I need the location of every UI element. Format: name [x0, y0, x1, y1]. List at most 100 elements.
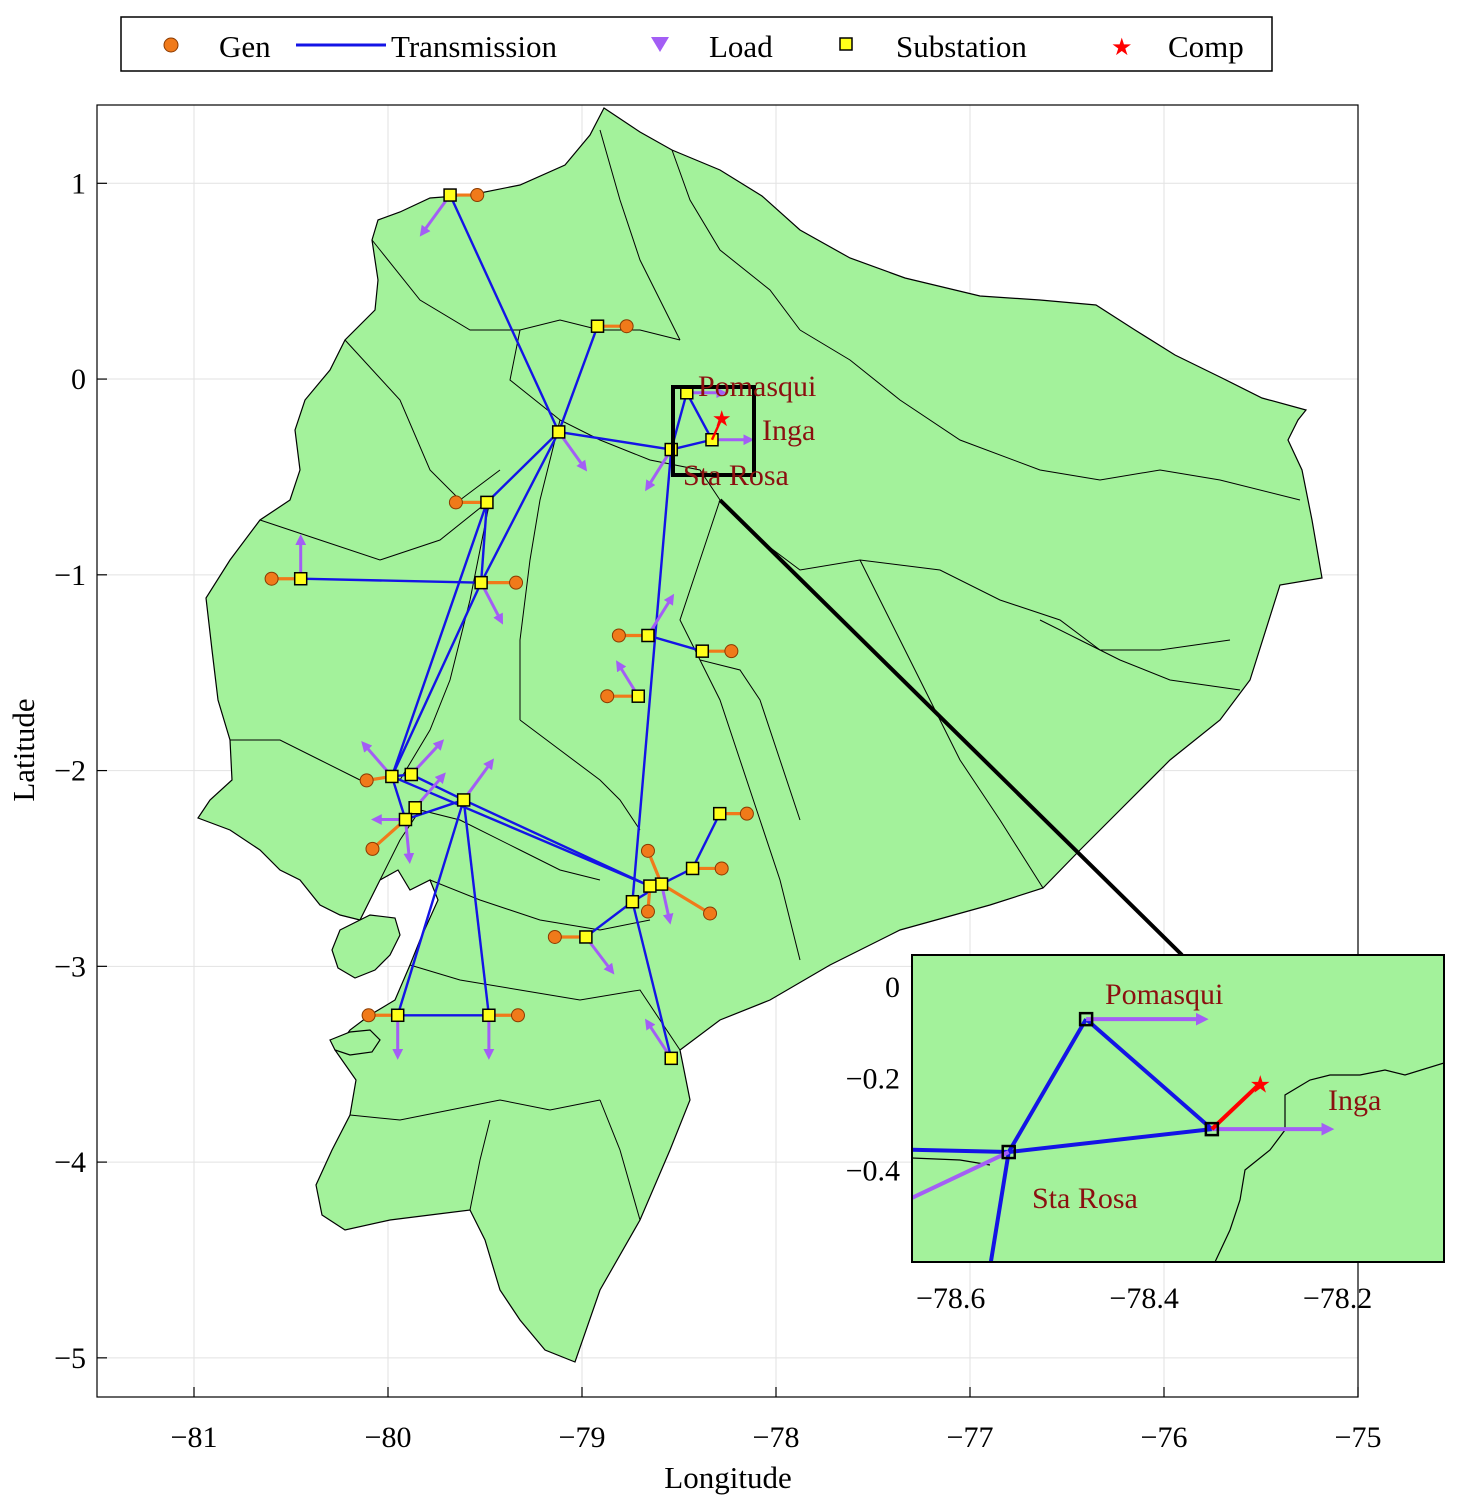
legend: Gen Transmission Load Substation ★ Comp: [120, 16, 1273, 72]
zoom-box: [671, 385, 756, 477]
substation-marker: [712, 806, 727, 821]
legend-gen-marker: [163, 37, 179, 53]
y-axis-label: Latitude: [6, 698, 41, 801]
generator-marker: [724, 644, 739, 659]
transmission-line: [631, 449, 673, 902]
inset-y-tick: −0.2: [846, 1063, 900, 1096]
inset-x-tick: −78.4: [1109, 1282, 1178, 1315]
generator-marker: [510, 1008, 525, 1023]
x-tick-label: −76: [1141, 1421, 1188, 1454]
substation-marker: [654, 877, 669, 891]
generator-marker: [640, 904, 655, 919]
axes-frame: [96, 104, 1359, 1398]
transmission-line: [486, 431, 560, 504]
generator-marker: [365, 841, 380, 856]
inset-load-arrow: [912, 1150, 1010, 1201]
x-tick-label: −75: [1335, 1421, 1382, 1454]
transmission-line: [479, 502, 489, 583]
inset-y-tick-labels: 0 −0.2 −0.4: [846, 971, 900, 1187]
substation-marker: [404, 767, 419, 782]
generator-marker: [611, 628, 626, 643]
legend-comp-marker: ★: [1111, 33, 1133, 61]
generator-marker: [547, 929, 562, 944]
substation-marker: [443, 188, 457, 202]
transmission-line: [391, 775, 651, 888]
transmission-line: [558, 430, 672, 451]
transmission-line: [390, 501, 489, 777]
inset-border-1: [1214, 1062, 1444, 1262]
x-tick-label: −81: [171, 1421, 218, 1454]
y-tick-label: −4: [54, 1146, 86, 1179]
y-tick-label: −2: [54, 755, 86, 788]
inset-label-pomasqui: Pomasqui: [1105, 978, 1223, 1011]
generator-marker: [509, 575, 524, 590]
transmission-line: [390, 582, 483, 777]
x-tick-labels: −81 −80 −79 −78 −77 −76 −75: [171, 1421, 1382, 1454]
ecuador-land: [197, 107, 1323, 1363]
transmission-line: [396, 799, 465, 1016]
transmission-line: [585, 900, 634, 938]
gen-link: [660, 882, 711, 915]
transmission-line: [691, 813, 721, 869]
substation-marker: [390, 1008, 405, 1023]
legend-substation-marker: [839, 37, 853, 51]
substation-marker: [385, 769, 399, 784]
generator-marker: [359, 773, 374, 788]
y-tick-label: 0: [71, 363, 86, 396]
inset-label-inga: Inga: [1328, 1084, 1381, 1117]
substation-marker: [631, 689, 646, 703]
inset-transmission-line: [912, 1147, 1009, 1155]
gulf-islands: [329, 1029, 381, 1056]
substation-marker: [625, 894, 640, 909]
transmission-line: [410, 773, 465, 802]
label-inga: Inga: [762, 414, 815, 447]
y-tick-label: −1: [54, 559, 86, 592]
transmission-line: [462, 799, 491, 1016]
x-tick-label: −78: [753, 1421, 800, 1454]
substation-marker: [456, 793, 471, 807]
generator-marker: [448, 495, 463, 510]
legend-box: [120, 16, 1273, 72]
substation-marker: [480, 495, 494, 510]
island-puna: [331, 914, 401, 979]
y-tick-label: −3: [54, 950, 86, 983]
generator-marker: [739, 806, 754, 821]
inset: ★ Pomasqui Inga Sta Rosa −78.6 −78.4 −78.2…: [846, 954, 1445, 1315]
transmission-line: [647, 634, 703, 653]
inset-x-tick-labels: −78.6 −78.4 −78.2: [916, 1282, 1372, 1315]
inset-x-tick: −78.2: [1303, 1282, 1372, 1315]
inset-transmission-line: [1084, 1017, 1214, 1131]
label-pomasqui: Pomasqui: [698, 370, 816, 403]
inset-label-sta-rosa: Sta Rosa: [1032, 1182, 1138, 1215]
x-tick-label: −80: [365, 1421, 412, 1454]
inset-y-tick: 0: [885, 971, 900, 1004]
inset-comp-marker: ★: [1249, 1070, 1271, 1098]
generator-marker: [264, 571, 279, 586]
transmission-line: [670, 438, 713, 451]
transmission-line: [480, 431, 560, 584]
y-tick-label: 1: [71, 167, 86, 200]
y-tick-labels: 1 0 −1 −2 −3 −4 −5: [54, 167, 86, 1375]
axis-ticks: [97, 182, 1359, 1397]
legend-load-marker: [651, 37, 669, 52]
substation-marker: [408, 801, 422, 815]
x-tick-label: −77: [947, 1421, 994, 1454]
inset-x-tick: −78.6: [916, 1282, 985, 1315]
inset-y-tick: −0.4: [846, 1154, 900, 1187]
compensator: ★: [710, 407, 732, 441]
inset-frame: [911, 954, 1445, 1263]
substation-marker: [551, 425, 566, 439]
inset-substation-marker: [1078, 1011, 1094, 1027]
substation-marker: [482, 1008, 496, 1023]
transmission-line: [557, 325, 599, 433]
transmission-line: [300, 577, 482, 584]
y-tick-label: −5: [54, 1342, 86, 1375]
inset-comp-link: [1210, 1081, 1262, 1131]
inset-border-2: [912, 1157, 991, 1166]
generator-marker: [714, 861, 729, 876]
generator-marker: [470, 188, 485, 203]
x-axis-label: Longitude: [664, 1460, 791, 1495]
substations: [293, 188, 727, 1066]
substation-marker: [474, 575, 488, 590]
